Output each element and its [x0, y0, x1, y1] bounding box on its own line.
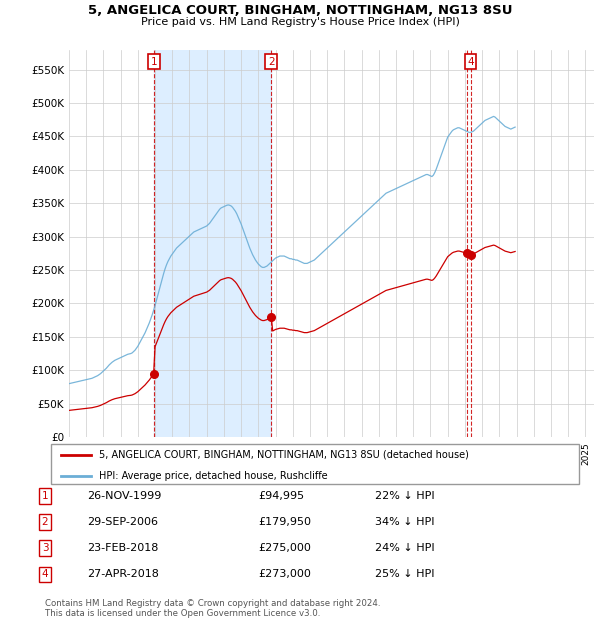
Text: 5, ANGELICA COURT, BINGHAM, NOTTINGHAM, NG13 8SU: 5, ANGELICA COURT, BINGHAM, NOTTINGHAM, …: [88, 4, 512, 17]
Text: 4: 4: [41, 569, 49, 579]
Text: £94,995: £94,995: [258, 491, 304, 501]
Text: 26-NOV-1999: 26-NOV-1999: [87, 491, 161, 501]
Text: 2: 2: [41, 517, 49, 527]
Text: 27-APR-2018: 27-APR-2018: [87, 569, 159, 579]
Text: 2: 2: [268, 56, 275, 66]
Text: 5, ANGELICA COURT, BINGHAM, NOTTINGHAM, NG13 8SU (detached house): 5, ANGELICA COURT, BINGHAM, NOTTINGHAM, …: [99, 450, 469, 459]
Bar: [154, 50, 271, 437]
Text: 23-FEB-2018: 23-FEB-2018: [87, 543, 158, 553]
Text: HPI: Average price, detached house, Rushcliffe: HPI: Average price, detached house, Rush…: [99, 471, 328, 480]
Text: 29-SEP-2006: 29-SEP-2006: [87, 517, 158, 527]
Text: 22% ↓ HPI: 22% ↓ HPI: [375, 491, 434, 501]
Text: Price paid vs. HM Land Registry's House Price Index (HPI): Price paid vs. HM Land Registry's House …: [140, 17, 460, 27]
Text: 34% ↓ HPI: 34% ↓ HPI: [375, 517, 434, 527]
Text: 1: 1: [41, 491, 49, 501]
FancyBboxPatch shape: [50, 445, 580, 484]
Text: 4: 4: [467, 56, 474, 66]
Text: £179,950: £179,950: [258, 517, 311, 527]
Text: 1: 1: [151, 56, 157, 66]
Text: £273,000: £273,000: [258, 569, 311, 579]
Text: 25% ↓ HPI: 25% ↓ HPI: [375, 569, 434, 579]
Text: 24% ↓ HPI: 24% ↓ HPI: [375, 543, 434, 553]
Text: Contains HM Land Registry data © Crown copyright and database right 2024.
This d: Contains HM Land Registry data © Crown c…: [45, 599, 380, 618]
Text: 3: 3: [41, 543, 49, 553]
Text: £275,000: £275,000: [258, 543, 311, 553]
